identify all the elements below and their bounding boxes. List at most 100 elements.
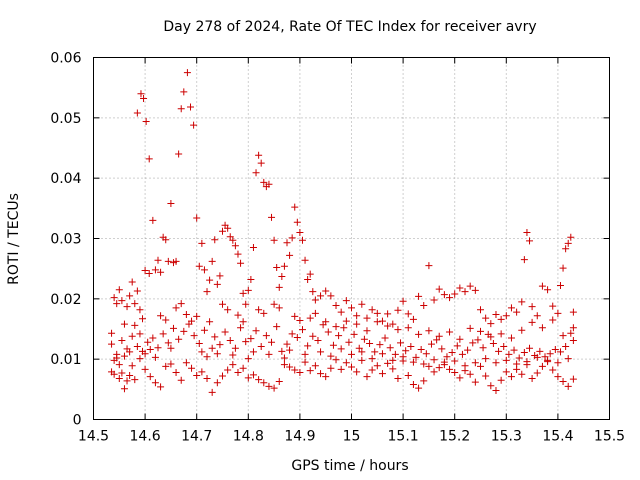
data-point xyxy=(332,323,340,331)
data-point xyxy=(260,379,268,387)
data-point xyxy=(541,353,549,361)
data-point xyxy=(206,318,214,326)
data-point xyxy=(332,301,340,309)
data-point xyxy=(340,324,348,332)
y-tick-label: 0.04 xyxy=(50,171,81,187)
data-point xyxy=(296,228,304,236)
data-point xyxy=(175,335,183,343)
data-point xyxy=(208,388,216,396)
data-point xyxy=(538,324,546,332)
data-point xyxy=(286,346,294,354)
data-point xyxy=(231,242,239,250)
data-point xyxy=(440,291,448,299)
data-point xyxy=(554,359,562,367)
data-point xyxy=(255,376,263,384)
data-point xyxy=(118,369,126,377)
grid-lines xyxy=(93,57,610,420)
data-point xyxy=(446,294,454,302)
data-point xyxy=(113,300,121,308)
data-point xyxy=(190,121,198,129)
data-point xyxy=(149,216,157,224)
data-point xyxy=(296,368,304,376)
x-tick-label: 15.3 xyxy=(491,429,522,445)
data-point xyxy=(140,95,148,103)
data-point xyxy=(208,257,216,265)
data-point xyxy=(322,373,330,381)
data-point xyxy=(151,379,159,387)
data-point xyxy=(298,326,306,334)
data-point xyxy=(487,382,495,390)
data-point xyxy=(363,327,371,335)
data-point xyxy=(415,330,423,338)
data-point xyxy=(569,336,577,344)
data-point xyxy=(391,350,399,358)
data-point xyxy=(358,356,366,364)
data-point xyxy=(115,286,123,294)
data-point xyxy=(141,365,149,373)
data-point xyxy=(146,346,154,354)
data-point xyxy=(211,333,219,341)
data-point xyxy=(293,218,301,226)
data-point xyxy=(262,332,270,340)
data-point xyxy=(175,150,183,158)
data-point xyxy=(368,306,376,314)
data-point xyxy=(151,266,159,274)
data-point xyxy=(265,180,273,188)
data-point xyxy=(389,356,397,364)
data-point xyxy=(348,363,355,371)
data-point xyxy=(489,339,497,347)
data-point xyxy=(177,376,185,384)
data-point xyxy=(301,256,309,264)
data-point xyxy=(252,327,260,335)
data-point xyxy=(128,278,136,286)
data-point xyxy=(286,363,294,371)
data-point xyxy=(288,330,296,338)
data-point xyxy=(322,287,330,295)
data-point xyxy=(244,286,252,294)
data-point xyxy=(211,236,219,244)
data-point xyxy=(384,359,392,367)
y-tick-label: 0.06 xyxy=(50,51,81,67)
data-point xyxy=(317,292,325,300)
data-point xyxy=(306,314,314,322)
data-point xyxy=(123,377,131,385)
data-point xyxy=(363,314,371,322)
data-point xyxy=(280,354,288,362)
data-point xyxy=(198,348,206,356)
x-tick-label: 15 xyxy=(343,429,361,445)
data-point xyxy=(322,318,330,326)
data-point xyxy=(502,356,510,364)
x-tick-label: 14.9 xyxy=(284,429,315,445)
data-point xyxy=(224,224,232,232)
data-point xyxy=(301,358,309,366)
data-point xyxy=(448,349,456,357)
data-point xyxy=(546,350,554,358)
data-point xyxy=(466,324,474,332)
data-point xyxy=(458,350,466,358)
data-point xyxy=(479,344,487,352)
data-point xyxy=(244,374,252,382)
data-point xyxy=(145,155,153,163)
data-point xyxy=(427,340,435,348)
data-point xyxy=(113,350,121,358)
data-point xyxy=(231,344,239,352)
data-point xyxy=(283,239,291,247)
data-point xyxy=(549,366,557,374)
data-point xyxy=(157,383,165,391)
data-point xyxy=(311,362,319,370)
data-point xyxy=(430,368,438,376)
data-point xyxy=(291,312,299,320)
data-point xyxy=(131,376,139,384)
data-point xyxy=(110,294,118,302)
data-point xyxy=(136,306,144,314)
data-point xyxy=(203,288,211,296)
y-tick-label: 0.03 xyxy=(50,232,81,248)
data-point xyxy=(249,244,257,252)
data-point xyxy=(353,368,361,376)
data-point xyxy=(409,358,417,366)
data-point xyxy=(497,330,505,338)
data-point xyxy=(252,169,260,177)
data-point xyxy=(195,262,203,270)
data-point xyxy=(275,377,283,385)
